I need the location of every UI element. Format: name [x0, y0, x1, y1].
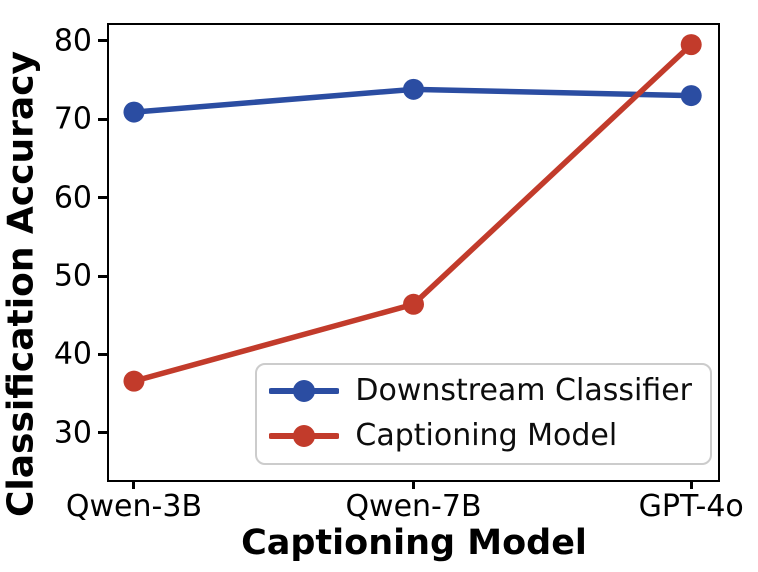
y-tick-label-80: 80 [53, 23, 92, 59]
chart-canvas [123, 34, 702, 392]
legend-label-0: Downstream Classifier [355, 373, 692, 408]
legend-label-1: Captioning Model [355, 418, 618, 453]
data-point-1-1 [403, 293, 424, 315]
data-point-1-0 [123, 370, 145, 392]
y-tick-label-70: 70 [53, 101, 92, 137]
x-axis-title: Captioning Model [241, 523, 587, 563]
x-tick-mark-1 [412, 480, 415, 489]
data-point-0-1 [403, 78, 424, 100]
y-tick-mark-80 [98, 39, 107, 43]
legend-line-marker-icon [269, 424, 340, 447]
x-tick-label-1: Qwen-7B [345, 489, 482, 524]
x-tick-label-0: Qwen-3B [65, 489, 203, 524]
data-point-1-2 [680, 34, 702, 56]
y-tick-mark-60 [98, 196, 107, 200]
legend-item-0: Downstream Classifier [269, 373, 692, 408]
data-point-0-2 [680, 85, 702, 107]
legend: Downstream Classifier Captioning Model [255, 363, 712, 465]
y-tick-label-40: 40 [53, 336, 92, 372]
legend-item-1: Captioning Model [269, 418, 692, 453]
legend-line-marker-icon [269, 379, 340, 402]
y-tick-mark-40 [98, 352, 107, 356]
x-tick-mark-0 [132, 480, 136, 489]
y-tick-label-30: 30 [53, 415, 92, 451]
y-tick-mark-50 [98, 274, 107, 278]
x-tick-mark-2 [689, 480, 693, 489]
y-tick-label-50: 50 [53, 258, 92, 294]
y-tick-mark-30 [98, 431, 107, 435]
y-tick-label-60: 60 [53, 180, 92, 216]
data-point-0-0 [123, 101, 145, 123]
x-tick-label-2: GPT-4o [638, 489, 744, 524]
y-tick-mark-70 [98, 117, 107, 121]
plot-area: Downstream Classifier Captioning Model [107, 23, 720, 482]
